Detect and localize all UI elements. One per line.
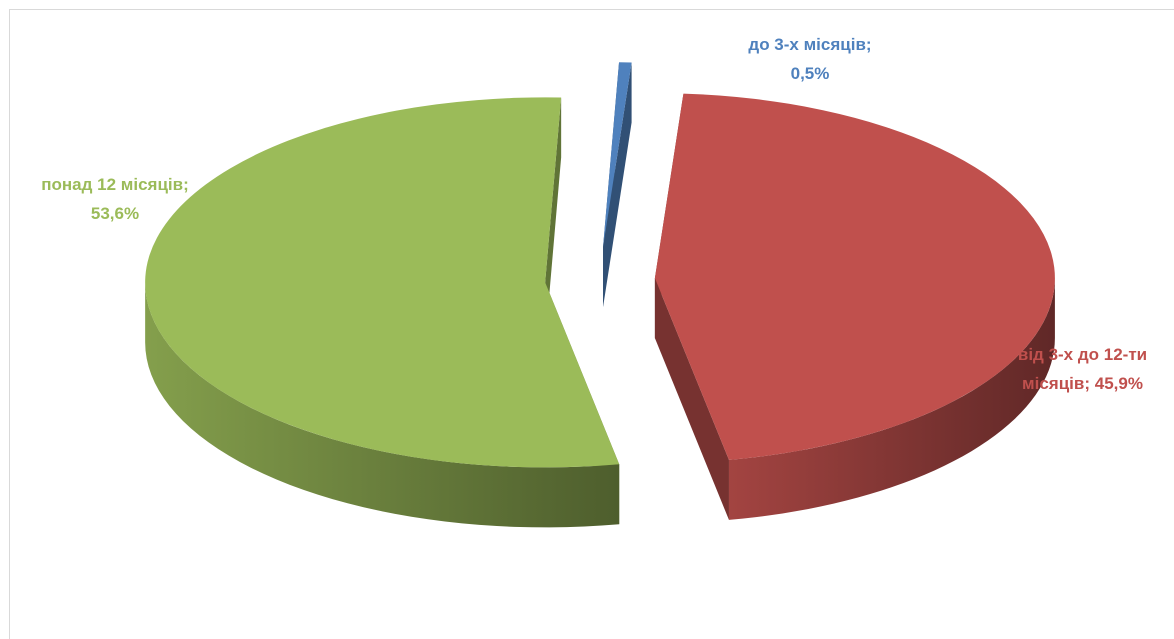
slice-cut-face xyxy=(654,278,729,520)
slice-cut-face xyxy=(545,97,562,343)
label-part: до 3-х місяців xyxy=(748,35,866,54)
slice-top xyxy=(654,93,1055,460)
label-part: понад 12 місяців xyxy=(41,175,184,194)
data-label: від 3-х до 12-ти місяців; 45,9% xyxy=(995,340,1170,398)
slice xyxy=(654,93,1055,520)
label-part: ; xyxy=(865,35,872,54)
label-part: 53,6% xyxy=(90,204,140,223)
label-part: від 3-х до 12-ти місяців xyxy=(1017,345,1148,393)
label-part: ; xyxy=(183,175,189,194)
label-part: 0,5% xyxy=(790,64,830,83)
pie-plot xyxy=(145,62,1055,528)
slice-top xyxy=(145,97,620,468)
label-part: ; xyxy=(1084,374,1091,393)
slice-side xyxy=(145,282,620,528)
slice-top xyxy=(603,62,632,248)
data-label: понад 12 місяців; 53,6% xyxy=(10,170,225,228)
slice xyxy=(145,97,620,528)
data-label: до 3-х місяців; 0,5% xyxy=(700,30,920,88)
slice-side xyxy=(728,278,1055,520)
slice xyxy=(603,62,632,308)
label-part: 45,9% xyxy=(1094,374,1143,393)
chart: до 3-х місяців; 0,5% від 3-х до 12-ти міся… xyxy=(9,9,1174,639)
slice-cut-face xyxy=(603,62,632,308)
